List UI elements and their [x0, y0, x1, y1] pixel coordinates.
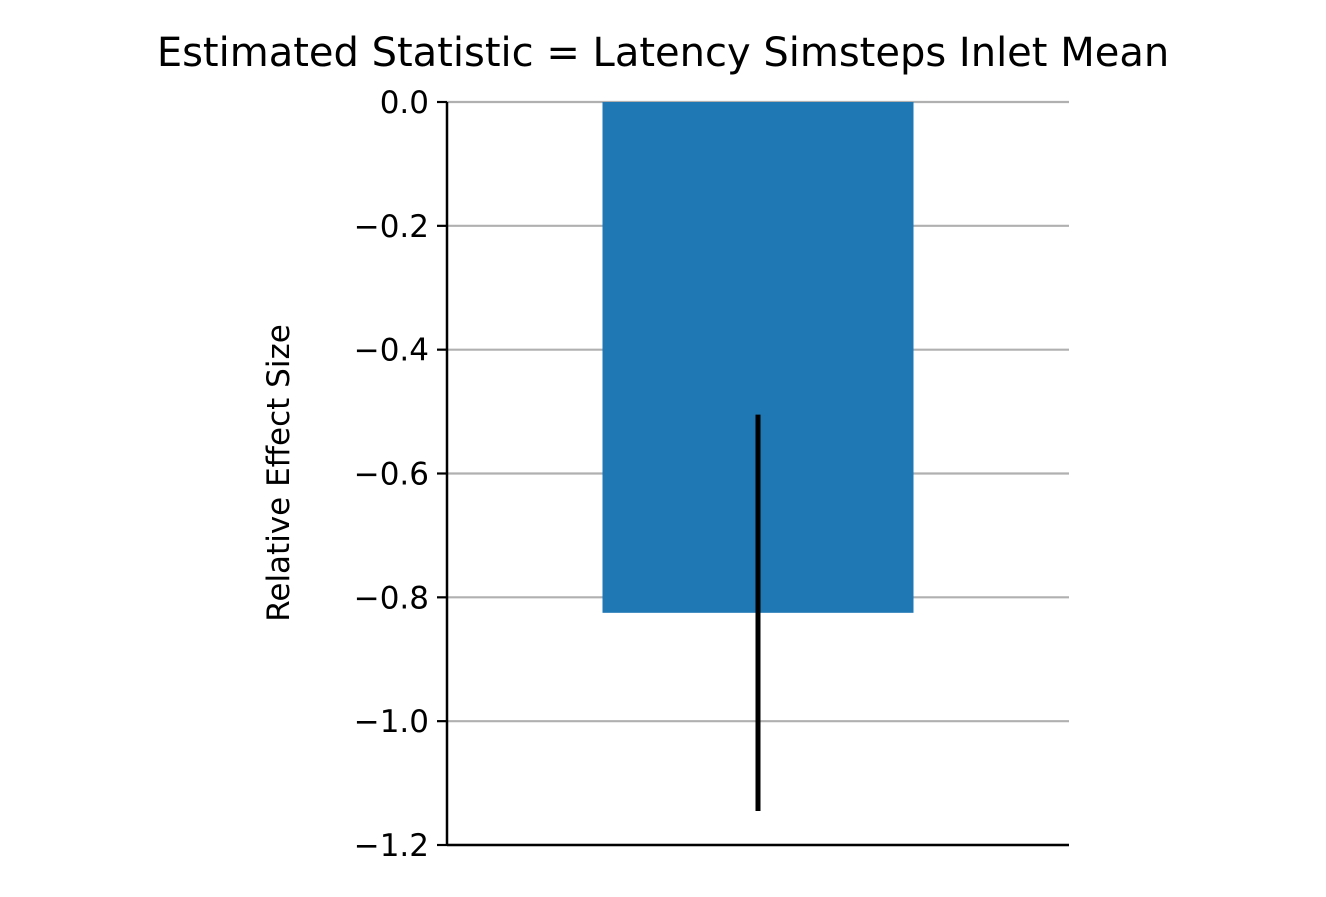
- y-tick-label: −0.6: [354, 457, 429, 493]
- y-tick-label: −0.8: [354, 580, 429, 616]
- y-tick-label: −1.2: [354, 828, 429, 864]
- y-axis-label: Relative Effect Size: [261, 324, 297, 622]
- y-tick-label: −0.2: [354, 209, 429, 245]
- y-tick-label: 0.0: [380, 85, 429, 121]
- chart-title: Estimated Statistic = Latency Simsteps I…: [157, 30, 1169, 76]
- y-ticks: 0.0 −0.2 −0.4 −0.6 −0.8 −1.0 −1.2: [354, 85, 447, 864]
- y-tick-label: −1.0: [354, 704, 429, 740]
- y-tick-label: −0.4: [354, 333, 429, 369]
